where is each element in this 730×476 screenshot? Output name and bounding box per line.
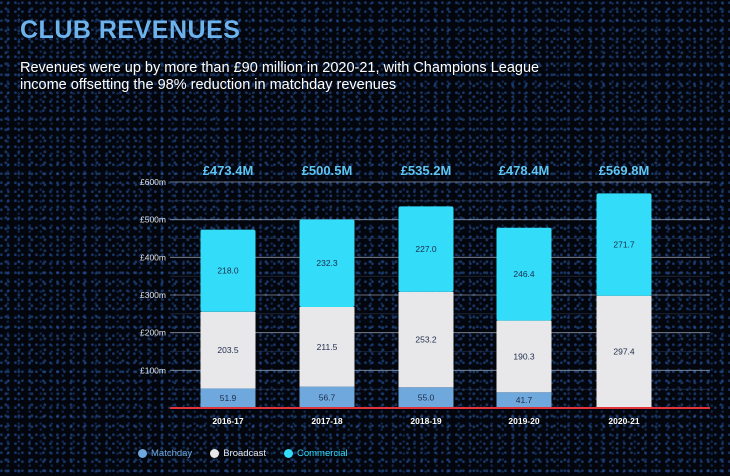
data-label: 211.5 [317,342,338,352]
chart-subtitle: Revenues were up by more than £90 millio… [20,60,540,93]
legend-dot-icon [210,449,220,458]
data-label: 232.3 [316,258,338,268]
bar-segment-broadcast [200,311,256,389]
x-tick-label: 2017-18 [311,416,342,426]
bar-segment-commercial [200,229,256,312]
bar-segment-commercial [299,219,355,307]
legend-dot-icon [138,449,147,458]
legend-item-commercial: Commercial [283,448,348,459]
bar-segment-matchday [496,392,552,408]
bar-segment-matchday [299,386,355,408]
x-tick-label: 2020-21 [608,416,639,426]
y-tick-label: £200m [140,328,166,338]
data-label: 55.0 [418,393,435,403]
chart-title: CLUB REVENUES [20,16,241,44]
bar-segment-matchday [398,387,454,408]
y-tick-label: £500m [140,215,166,225]
data-label: 246.4 [513,269,535,279]
total-label: £535.2M [401,163,452,178]
y-tick-label: £300m [140,290,166,300]
legend-dot-icon [283,449,293,458]
total-label: £500.5M [302,163,353,178]
y-tick-label: £600m [140,177,166,187]
data-label: 271.7 [613,240,635,250]
data-label: 51.9 [220,393,237,403]
data-label: 253.2 [415,335,437,345]
bar-segment-commercial [596,193,652,296]
bar-segment-broadcast [496,320,552,393]
bar-segment-commercial [398,206,454,292]
total-label: £473.4M [203,163,254,178]
bar-segment-broadcast [596,295,652,408]
data-label: 218.0 [217,266,239,276]
legend-label: Commercial [296,448,348,459]
legend-item-matchday: Matchday [138,448,192,459]
data-label: 56.7 [319,392,336,402]
legend-label: Broadcast [223,448,266,459]
data-label: 41.7 [516,395,533,405]
y-tick-label: £100m [140,365,166,375]
data-label: 203.5 [217,345,239,355]
legend-label: Matchday [151,448,193,459]
x-tick-label: 2019-20 [508,416,539,426]
legend-item-broadcast: Broadcast [210,448,266,459]
total-label: £569.8M [599,163,650,178]
bar-segment-commercial [496,227,552,321]
bar-segment-matchday [200,388,256,408]
x-tick-label: 2016-17 [212,416,243,426]
y-tick-label: £400m [140,252,166,262]
data-label: 190.3 [513,351,535,361]
bar-segment-broadcast [398,291,454,388]
bar-segment-broadcast [299,306,355,387]
data-label: 227.0 [415,244,437,254]
total-label: £478.4M [499,163,550,178]
data-label: 297.4 [613,347,635,357]
legend: Matchday Broadcast Commercial [138,448,348,459]
x-tick-label: 2018-19 [410,416,441,426]
